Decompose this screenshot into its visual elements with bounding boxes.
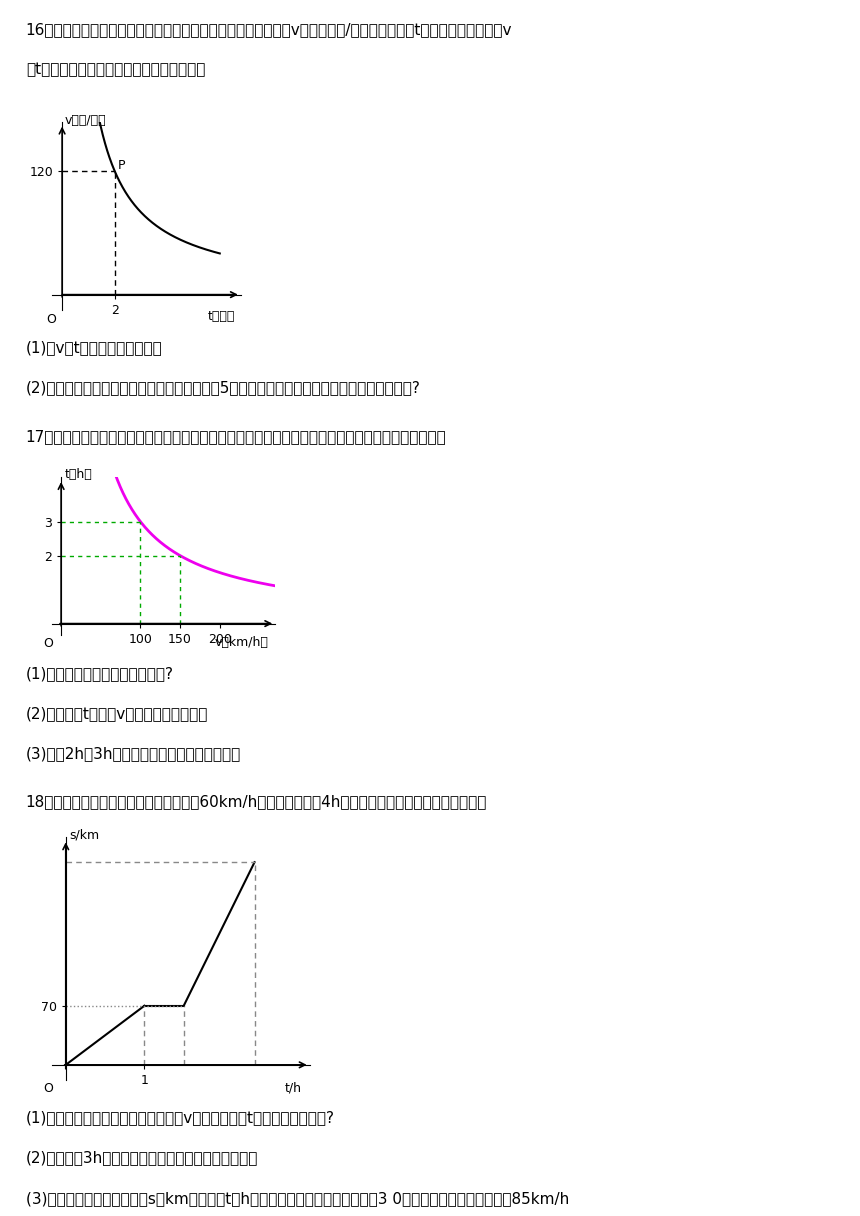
Text: P: P [117,159,125,171]
Text: 16．一舵载满货物的轮船到达目的地后开始卸货，平均卸货速度v（单位：吞/天）随卸货天数t的变化而变化．已知v: 16．一舵载满货物的轮船到达目的地后开始卸货，平均卸货速度v（单位：吞/天）随卸… [26,22,513,36]
Text: (1)返回过程中，汽车行馶的平均速度v与行馶的时间t有怎样的函数关系?: (1)返回过程中，汽车行馶的平均速度v与行馶的时间t有怎样的函数关系? [26,1110,335,1126]
Text: O: O [44,1082,53,1094]
Text: (1)这条高速公路全长是多少千米?: (1)这条高速公路全长是多少千米? [26,666,174,681]
Text: 与t是反比例函数关系，它的图象如图所示．: 与t是反比例函数关系，它的图象如图所示． [26,62,206,77]
Text: (2)写出时间t与速度v之间的函数关系式；: (2)写出时间t与速度v之间的函数关系式； [26,706,208,721]
Text: (3)如图，是返程行馶的路程s（km）与时间t（h）之间的函数图象，中途休息だ3 0分钟，休息后以平均速度为85km/h: (3)如图，是返程行馶的路程s（km）与时间t（h）之间的函数图象，中途休息だ3… [26,1190,569,1206]
Text: (3)如果2h至3h到达，轿车的速度在什么范围？: (3)如果2h至3h到达，轿车的速度在什么范围？ [26,747,241,761]
Text: t（h）: t（h） [65,468,93,480]
Text: t（天）: t（天） [208,310,236,323]
Text: O: O [44,636,53,649]
Text: O: O [46,314,56,326]
Text: s/km: s/km [69,829,99,841]
Text: (2)由于遇到紧急情况，要求船上的货物不超过5天卸载完毕，那么平均每天至少要卸载多少吞?: (2)由于遇到紧急情况，要求船上的货物不超过5天卸载完毕，那么平均每天至少要卸载… [26,381,421,395]
Text: v（km/h）: v（km/h） [215,636,269,649]
Text: (2)如果要在3h返回甲地，求该司机返程的平均速度；: (2)如果要在3h返回甲地，求该司机返程的平均速度； [26,1150,258,1166]
Text: t/h: t/h [285,1082,302,1094]
Text: 17．如图描述的是一辆小轿车在一条高速公路上匀速前进的图象，根据图象提供的信息回答下列问题：: 17．如图描述的是一辆小轿车在一条高速公路上匀速前进的图象，根据图象提供的信息回… [26,429,446,444]
Text: (1)求v与t之间的函数解析式；: (1)求v与t之间的函数解析式； [26,340,163,355]
Text: v（吨/天）: v（吨/天） [64,114,107,126]
Text: 18．一司机驾驶汽车从甲地到乙地，他以60km/h的平均速度行饖4h到达目的地，并按照原路返回甲地．: 18．一司机驾驶汽车从甲地到乙地，他以60km/h的平均速度行饖4h到达目的地，… [26,794,487,810]
